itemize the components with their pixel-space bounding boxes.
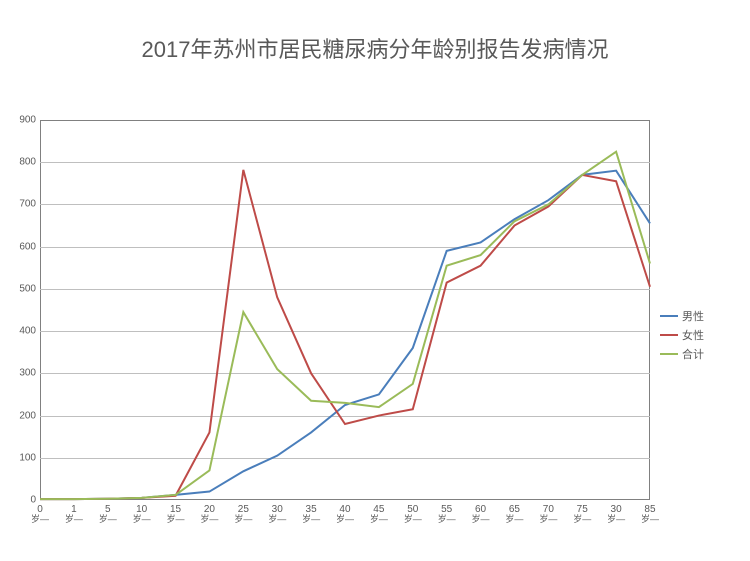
legend-label: 男性 xyxy=(682,308,704,324)
xtick-label: 45岁— xyxy=(370,504,388,525)
legend-item: 女性 xyxy=(660,327,704,343)
ytick-label: 400 xyxy=(19,326,36,337)
series-line xyxy=(40,171,650,499)
xtick-label: 5岁— xyxy=(99,504,117,525)
xtick-label: 60岁— xyxy=(472,504,490,525)
ytick-label: 900 xyxy=(19,115,36,126)
ytick-label: 800 xyxy=(19,157,36,168)
legend-label: 合计 xyxy=(682,346,704,362)
xtick-label: 15岁— xyxy=(167,504,185,525)
xtick-label: 30岁— xyxy=(607,504,625,525)
chart-title: 2017年苏州市居民糖尿病分年龄别报告发病情况 xyxy=(0,32,750,64)
xtick-label: 50岁— xyxy=(404,504,422,525)
xtick-label: 25岁— xyxy=(234,504,252,525)
xtick-label: 65岁— xyxy=(505,504,523,525)
legend-swatch xyxy=(660,353,678,355)
line-svg xyxy=(40,120,650,500)
xtick-label: 30岁— xyxy=(268,504,286,525)
series-line xyxy=(40,152,650,499)
series-line xyxy=(40,170,650,499)
xtick-label: 85岁— xyxy=(641,504,659,525)
ytick-label: 500 xyxy=(19,283,36,294)
legend-label: 女性 xyxy=(682,327,704,343)
xtick-label: 0岁— xyxy=(31,504,49,525)
xtick-label: 55岁— xyxy=(438,504,456,525)
legend-item: 男性 xyxy=(660,308,704,324)
legend: 男性女性合计 xyxy=(660,305,704,365)
xtick-label: 35岁— xyxy=(302,504,320,525)
xtick-label: 1岁— xyxy=(65,504,83,525)
legend-swatch xyxy=(660,315,678,317)
ytick-label: 300 xyxy=(19,368,36,379)
chart-container: 2017年苏州市居民糖尿病分年龄别报告发病情况 0100200300400500… xyxy=(0,0,750,561)
ytick-label: 100 xyxy=(19,452,36,463)
xtick-label: 75岁— xyxy=(573,504,591,525)
xtick-label: 20岁— xyxy=(200,504,218,525)
legend-item: 合计 xyxy=(660,346,704,362)
ytick-label: 700 xyxy=(19,199,36,210)
ytick-label: 600 xyxy=(19,241,36,252)
ytick-label: 200 xyxy=(19,410,36,421)
xtick-label: 40岁— xyxy=(336,504,354,525)
xtick-label: 70岁— xyxy=(539,504,557,525)
plot-area: 0100200300400500600700800900 0岁—1岁—5岁—10… xyxy=(40,120,650,500)
legend-swatch xyxy=(660,334,678,336)
xtick-label: 10岁— xyxy=(133,504,151,525)
